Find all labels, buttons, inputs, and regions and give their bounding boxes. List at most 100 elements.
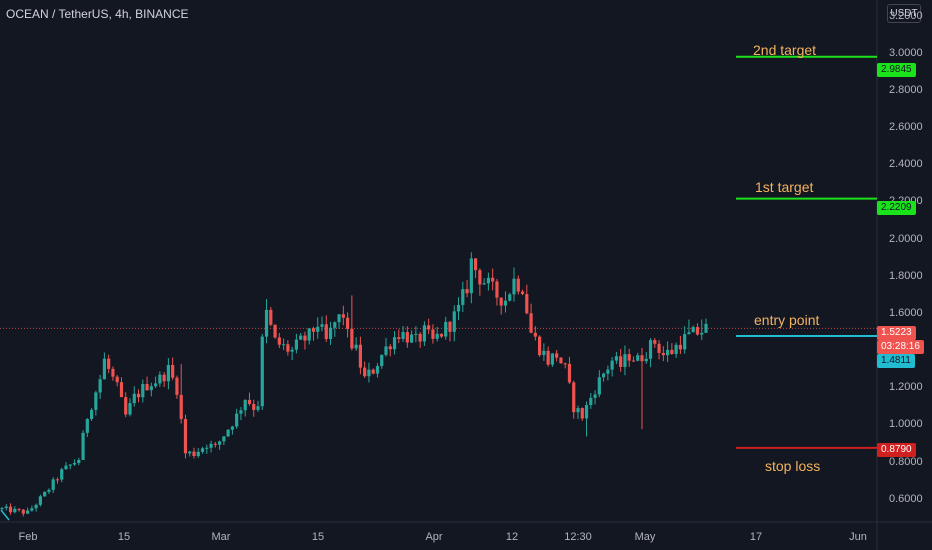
candle-body (644, 358, 648, 362)
time-axis-tick: 12 (505, 531, 519, 543)
candle-body (205, 447, 209, 449)
candle-body (619, 356, 623, 367)
candle-body (495, 281, 499, 298)
candle-body (354, 344, 358, 349)
candle-body (670, 349, 674, 354)
candle-body (171, 364, 175, 378)
candle-body (401, 332, 405, 339)
candle-body (691, 327, 695, 333)
candle-body (26, 510, 30, 514)
time-axis-tick: Apr (425, 531, 443, 543)
stop-price-tag: 0.8790 (877, 443, 916, 457)
candle-body (474, 258, 478, 271)
candle-body (444, 321, 448, 337)
candle-body (273, 324, 277, 338)
candle-body (520, 291, 525, 295)
candle-body (98, 379, 102, 393)
time-axis-tick: May (634, 531, 656, 543)
candle-body (243, 399, 247, 411)
candle-body (405, 332, 409, 343)
candle-body (661, 352, 665, 356)
candle-body (47, 489, 51, 492)
candle-body (427, 325, 431, 330)
candle-body (256, 406, 260, 410)
candle-body (0, 508, 4, 510)
stop-loss-label: stop loss (765, 458, 821, 474)
candle-body (277, 337, 281, 345)
candle-body (311, 328, 316, 332)
candle-body (572, 382, 576, 413)
candle-body (51, 479, 55, 490)
candle-body (294, 339, 298, 350)
candle-body (499, 297, 503, 306)
candle-body (525, 294, 529, 314)
currency-button[interactable]: USDT (887, 4, 921, 23)
candle-body (606, 369, 610, 374)
price-axis-tick: 2.0000 (889, 232, 923, 245)
candle-body (478, 270, 482, 285)
candle-body (516, 278, 520, 292)
price-axis-tick: 0.8000 (889, 455, 923, 468)
candle-body (461, 289, 465, 305)
target2-price-tag: 2.9845 (877, 63, 916, 77)
candle-body (333, 322, 337, 328)
price-axis-tick: 0.6000 (889, 492, 923, 505)
time-axis-tick: 15 (311, 531, 325, 543)
candle-body (81, 432, 85, 460)
entry-price-tag: 1.4811 (877, 354, 915, 368)
candle-body (546, 350, 550, 365)
candle-body (627, 354, 631, 361)
candle-body (94, 392, 98, 410)
candle-body (653, 340, 657, 344)
candle-body (175, 377, 179, 395)
price-axis-tick: 2.4000 (889, 158, 923, 171)
candle-body (657, 343, 661, 353)
time-axis-tick: Feb (18, 531, 38, 543)
candle-body (542, 350, 546, 356)
candle-body (200, 448, 205, 452)
candle-body (636, 355, 640, 361)
candle-body (567, 363, 572, 383)
candle-body (482, 283, 486, 285)
candle-body (559, 357, 563, 364)
candle-body (584, 405, 589, 419)
candle-body (358, 344, 362, 368)
price-axis-tick: 1.0000 (889, 418, 923, 431)
candle-body (247, 399, 252, 404)
candle-body (375, 366, 380, 374)
candle-body (555, 353, 559, 358)
candle-body (192, 451, 196, 456)
candle-body (324, 324, 328, 340)
candle-body (307, 328, 311, 341)
price-axis-tick: 1.8000 (889, 269, 923, 282)
candle-body (597, 377, 601, 395)
candle-body (4, 506, 8, 509)
candle-body (350, 328, 354, 349)
candle-body (124, 397, 128, 415)
candle-body (111, 368, 115, 377)
candle-body (286, 344, 290, 352)
candle-body (17, 508, 21, 510)
symbol-header[interactable]: OCEAN / TetherUS, 4h, BINANCE (6, 7, 189, 21)
candle-body (614, 356, 618, 361)
price-axis-tick: 2.6000 (889, 121, 923, 134)
candle-body (341, 314, 345, 318)
candle-body (136, 393, 141, 398)
current-price-tag: 1.5223 (877, 326, 916, 340)
candle-body (128, 403, 132, 415)
candle-body (529, 313, 533, 333)
candle-body (269, 309, 273, 325)
candle-body (119, 382, 124, 398)
target1-label: 1st target (755, 179, 814, 195)
candle-body (695, 327, 700, 335)
candle-body (235, 413, 239, 427)
candle-body (384, 346, 388, 355)
candle-body (158, 374, 162, 384)
time-axis-tick: 17 (749, 531, 763, 543)
candle-body (623, 354, 627, 367)
candle-body (508, 294, 512, 301)
candle-body (252, 403, 256, 410)
candle-body (631, 360, 636, 362)
